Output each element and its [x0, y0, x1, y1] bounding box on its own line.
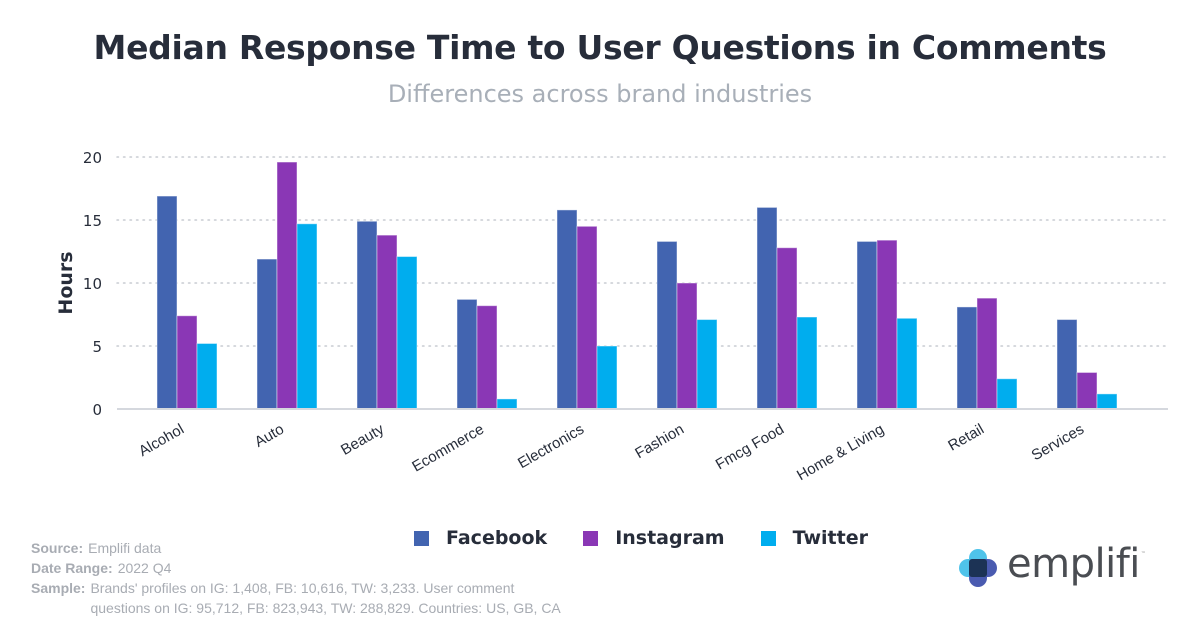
legend-label-twitter: Twitter — [792, 527, 868, 549]
bar-twitter-retail — [996, 378, 1018, 410]
x-tick-label: Services — [1029, 421, 1087, 464]
sample-value: Brands' profiles on IG: 1,408, FB: 10,61… — [90, 580, 561, 616]
y-axis-label: Hours — [55, 251, 77, 314]
chart-title: Median Response Time to User Questions i… — [93, 28, 1107, 67]
y-tick-label: 10 — [83, 275, 102, 293]
bar-facebook-services — [1056, 319, 1078, 410]
bar-instagram-electronics — [576, 225, 598, 410]
emplifi-logo: emplifi ™ — [957, 543, 1146, 589]
legend-swatch-instagram — [583, 530, 599, 546]
bar-twitter-services — [1096, 393, 1118, 410]
bar-twitter-auto — [296, 223, 318, 410]
bars — [156, 161, 1118, 410]
x-tick-label: Fmcg Food — [713, 421, 787, 474]
bar-instagram-services — [1076, 371, 1098, 410]
x-tick-label: Alcohol — [136, 421, 187, 460]
source-row: Source: Emplifi data — [31, 538, 778, 558]
bar-twitter-fmcg-food — [796, 316, 818, 410]
x-tick-label: Fashion — [632, 421, 687, 462]
bar-facebook-beauty — [356, 220, 378, 410]
bar-facebook-ecommerce — [456, 298, 478, 410]
x-tick-label: Ecommerce — [409, 421, 487, 476]
bar-facebook-home-living — [856, 240, 878, 410]
bar-twitter-fashion — [696, 319, 718, 410]
x-tick-label: Beauty — [338, 420, 387, 458]
x-axis-labels: Alcohol Auto Beauty Ecommerce Electronics Fas… — [136, 420, 1087, 484]
legend-label-instagram: Instagram — [615, 527, 725, 549]
y-axis-ticks: 0 5 10 15 20 — [83, 149, 102, 419]
x-tick-label: Retail — [945, 421, 987, 455]
bar-facebook-retail — [956, 306, 978, 410]
bar-instagram-retail — [976, 297, 998, 410]
bar-instagram-auto — [276, 161, 298, 410]
legend-item-facebook: Facebook — [414, 527, 547, 549]
y-tick-label: 0 — [92, 401, 102, 419]
bar-facebook-fmcg-food — [756, 206, 778, 410]
bar-instagram-alcohol — [176, 315, 198, 410]
bar-facebook-electronics — [556, 209, 578, 410]
x-tick-label: Auto — [252, 421, 287, 451]
date-range-value: 2022 Q4 — [117, 560, 172, 576]
bar-instagram-fmcg-food — [776, 247, 798, 410]
date-range-key: Date Range: — [31, 560, 113, 576]
source-key: Source: — [31, 540, 84, 556]
bar-facebook-fashion — [656, 240, 678, 410]
sample-key: Sample: — [31, 580, 86, 596]
legend-label-facebook: Facebook — [446, 527, 548, 549]
y-tick-label: 15 — [83, 212, 102, 230]
y-tick-label: 5 — [92, 338, 102, 356]
bar-twitter-alcohol — [196, 342, 218, 410]
y-tick-label: 20 — [83, 149, 102, 167]
date-range-row: Date Range: 2022 Q4 — [31, 558, 778, 578]
legend-item-instagram: Instagram — [583, 527, 725, 549]
legend-swatch-facebook — [414, 530, 429, 546]
bar-twitter-ecommerce — [496, 398, 518, 410]
bar-facebook-auto — [256, 258, 278, 410]
source-notes: Source: Emplifi data Date Range: 2022 Q4… — [31, 538, 778, 618]
x-tick-label: Home & Living — [794, 421, 887, 484]
bar-twitter-home-living — [896, 317, 918, 410]
emplifi-logo-text: emplifi — [1007, 541, 1140, 587]
bar-facebook-alcohol — [156, 195, 178, 410]
source-value: Emplifi data — [88, 540, 162, 556]
legend: Facebook Instagram Twitter — [414, 527, 904, 549]
bar-chart: 0 5 10 15 20 Hours Alcohol Auto Beauty Ecommerc… — [55, 149, 1168, 484]
legend-swatch-twitter — [760, 530, 776, 546]
bar-instagram-ecommerce — [476, 305, 498, 410]
bar-twitter-electronics — [596, 345, 618, 410]
legend-item-twitter: Twitter — [760, 527, 868, 549]
trademark-symbol: ™ — [1140, 551, 1146, 557]
sample-row: Sample: Brands' profiles on IG: 1,408, F… — [31, 578, 778, 618]
chart-subtitle: Differences across brand industries — [387, 80, 813, 108]
emplifi-logo-icon — [957, 547, 999, 589]
bar-twitter-beauty — [396, 256, 418, 410]
x-tick-label: Electronics — [515, 421, 587, 472]
bar-instagram-beauty — [376, 234, 398, 410]
bar-instagram-fashion — [676, 282, 698, 410]
bar-instagram-home-living — [876, 239, 898, 410]
